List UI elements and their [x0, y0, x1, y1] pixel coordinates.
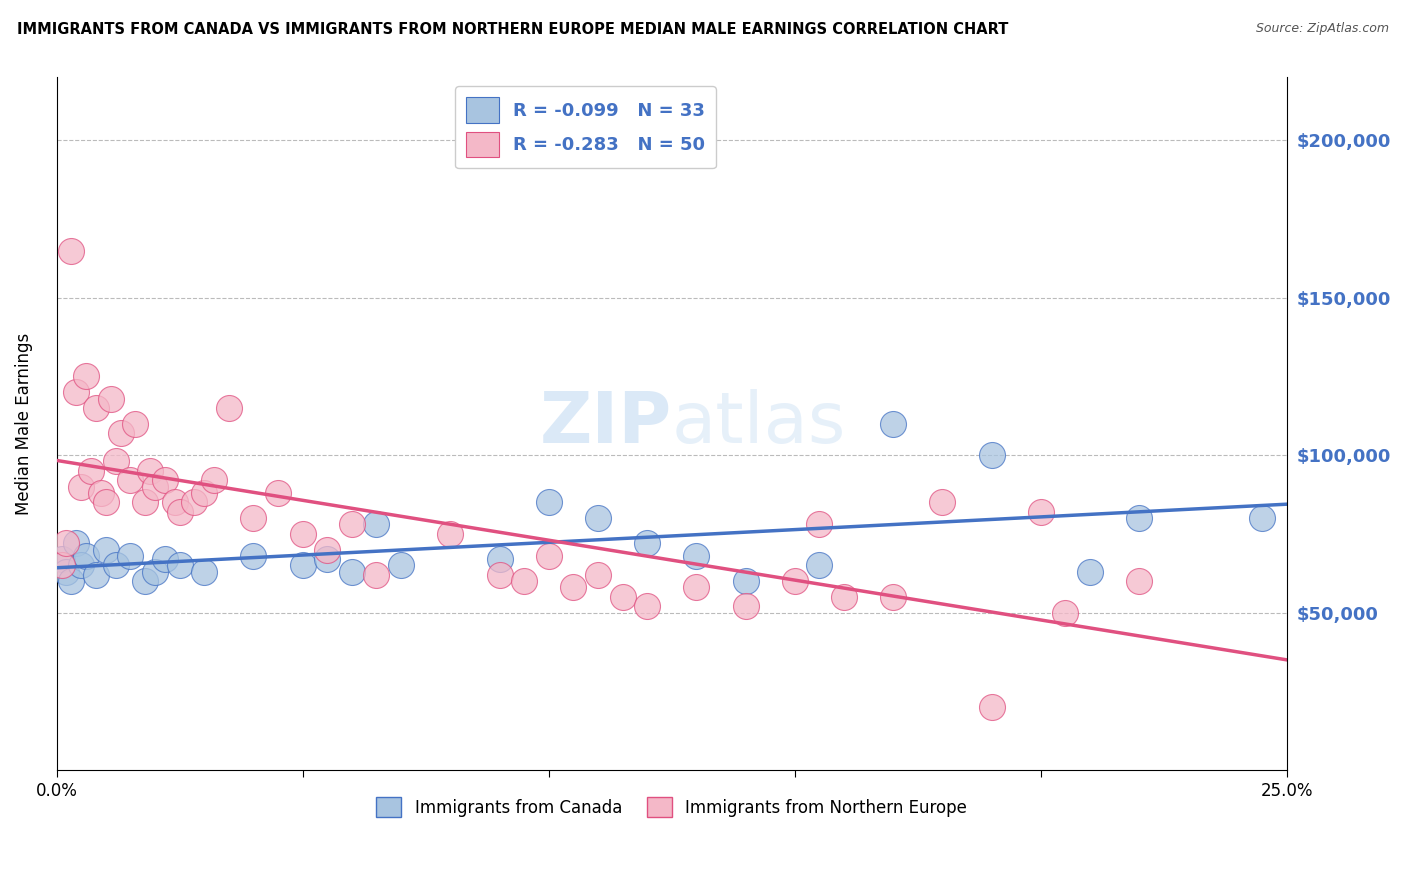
Point [100, 392, 122, 406]
Point [90, 486, 112, 500]
Point [169, 505, 191, 519]
Point [163, 495, 186, 509]
Point [882, 417, 904, 431]
Point [104, 558, 127, 573]
Point [340, 517, 363, 532]
Point [51, 558, 73, 573]
Point [84, 401, 107, 415]
Point [734, 599, 756, 614]
Point [75, 549, 97, 563]
Point [562, 581, 585, 595]
Point [636, 536, 658, 550]
Point [931, 495, 953, 509]
Point [183, 495, 205, 509]
Point [134, 574, 156, 588]
Legend: Immigrants from Canada, Immigrants from Northern Europe: Immigrants from Canada, Immigrants from … [370, 790, 974, 824]
Point [134, 495, 156, 509]
Point [60, 244, 83, 258]
Point [153, 552, 176, 566]
Text: Source: ZipAtlas.com: Source: ZipAtlas.com [1256, 22, 1389, 36]
Point [65, 536, 87, 550]
Point [291, 527, 314, 541]
Point [75, 369, 97, 384]
Point [513, 574, 536, 588]
Point [143, 480, 166, 494]
Point [316, 552, 339, 566]
Point [488, 552, 510, 566]
Point [636, 599, 658, 614]
Point [104, 454, 127, 468]
Point [832, 590, 855, 604]
Point [389, 558, 412, 573]
Point [882, 590, 904, 604]
Point [1078, 565, 1101, 579]
Point [1128, 574, 1150, 588]
Point [193, 565, 215, 579]
Point [193, 486, 215, 500]
Point [783, 574, 806, 588]
Point [139, 464, 162, 478]
Point [84, 567, 107, 582]
Point [55, 536, 77, 550]
Point [612, 590, 634, 604]
Point [1251, 511, 1274, 525]
Point [366, 567, 388, 582]
Point [169, 558, 191, 573]
Point [734, 574, 756, 588]
Point [340, 565, 363, 579]
Point [60, 574, 83, 588]
Text: ZIP: ZIP [540, 389, 672, 458]
Point [124, 417, 146, 431]
Point [685, 549, 707, 563]
Point [1029, 505, 1052, 519]
Point [242, 511, 264, 525]
Point [439, 527, 461, 541]
Point [366, 517, 388, 532]
Point [586, 567, 609, 582]
Point [80, 464, 103, 478]
Point [586, 511, 609, 525]
Point [1128, 511, 1150, 525]
Point [980, 700, 1002, 714]
Point [537, 549, 560, 563]
Point [94, 495, 117, 509]
Point [316, 542, 339, 557]
Point [488, 567, 510, 582]
Point [143, 565, 166, 579]
Point [70, 480, 93, 494]
Point [65, 385, 87, 400]
Text: atlas: atlas [672, 389, 846, 458]
Point [120, 549, 142, 563]
Point [70, 558, 93, 573]
Point [218, 401, 240, 415]
Point [808, 558, 831, 573]
Point [685, 581, 707, 595]
Point [202, 474, 225, 488]
Point [242, 549, 264, 563]
Point [153, 474, 176, 488]
Point [291, 558, 314, 573]
Point [120, 474, 142, 488]
Point [51, 552, 73, 566]
Point [537, 495, 560, 509]
Y-axis label: Median Male Earnings: Median Male Earnings [15, 333, 32, 515]
Point [980, 448, 1002, 462]
Text: IMMIGRANTS FROM CANADA VS IMMIGRANTS FROM NORTHERN EUROPE MEDIAN MALE EARNINGS C: IMMIGRANTS FROM CANADA VS IMMIGRANTS FRO… [17, 22, 1008, 37]
Point [808, 517, 831, 532]
Point [110, 426, 132, 441]
Point [267, 486, 290, 500]
Point [55, 565, 77, 579]
Point [94, 542, 117, 557]
Point [1054, 606, 1077, 620]
